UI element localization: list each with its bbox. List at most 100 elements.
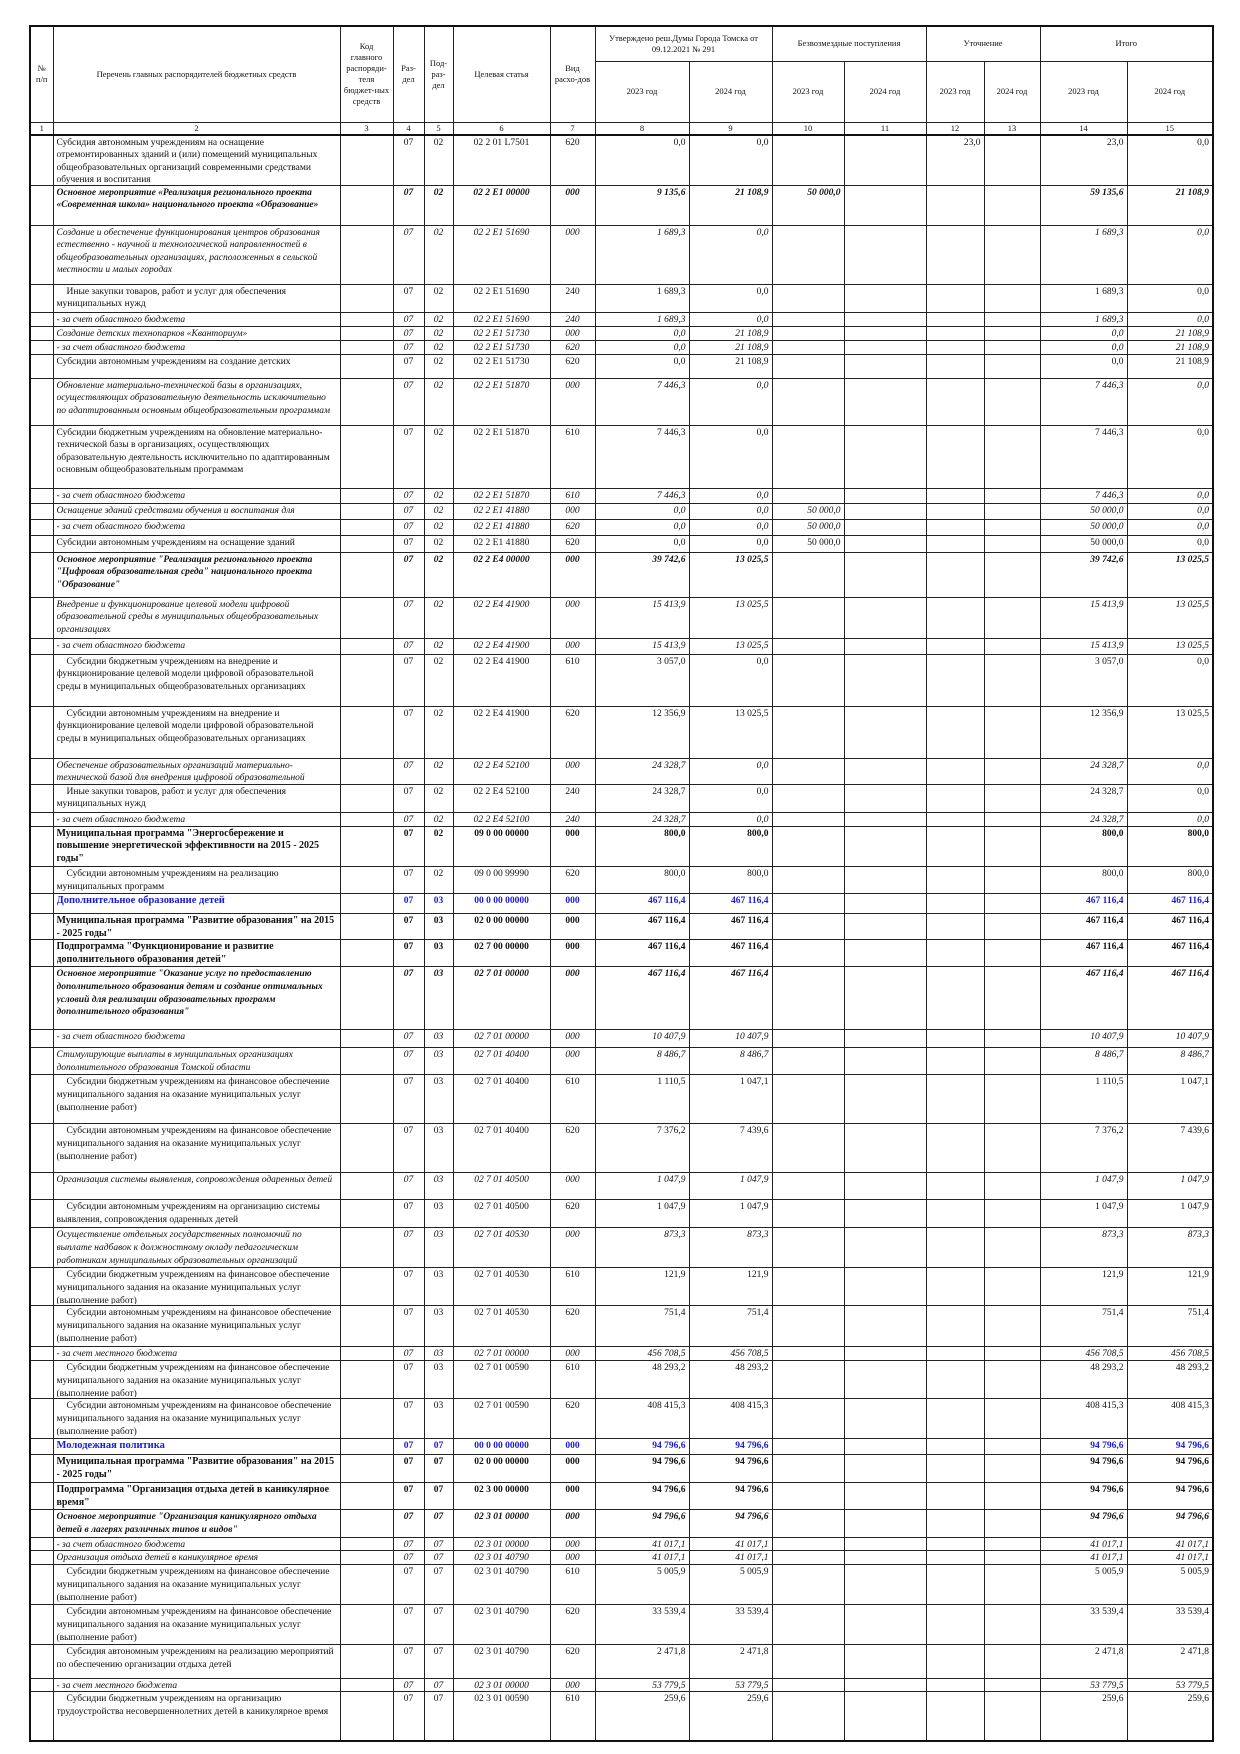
cell-grants-2023: [771, 1564, 845, 1606]
cell-grants-2024: [843, 224, 927, 285]
cell-approved-2023: 15 413,9: [594, 596, 690, 639]
table-row: Субсидии бюджетным учреждениям на органи…: [29, 1691, 1214, 1742]
cell-adjust-2024: [983, 1267, 1041, 1307]
cell-section: 07: [392, 519, 425, 536]
cell-section: 07: [392, 325, 425, 341]
cell-exptype-text: 000: [565, 1230, 580, 1241]
cell-total-2024-text: 1 047,9: [1180, 1175, 1210, 1186]
cell-exptype-text: 610: [565, 1694, 580, 1705]
cell-exptype: 240: [549, 811, 596, 827]
cell-approved-2024-text: 10 407,9: [735, 1032, 769, 1043]
cell-subsection-text: 07: [433, 1540, 444, 1550]
cell-total-2024-text: 467 116,4: [1171, 942, 1210, 953]
table-row: Создание детских технопарков «Кванториум…: [29, 325, 1214, 341]
cell-section-text: 07: [403, 814, 414, 825]
cell-target: 02 2 E1 51730: [452, 325, 551, 341]
cell-approved-2023-text: 456 708,5: [647, 1349, 686, 1360]
cell-total-2023: 53 779,5: [1039, 1678, 1128, 1693]
cell-subsection-text: 02: [433, 814, 444, 825]
cell-num: [29, 1564, 54, 1606]
cell-grants-2023-text: 50 000,0: [807, 506, 841, 517]
cell-total-2024-text: 21 108,9: [1175, 187, 1210, 198]
cell-total-2023: 39 742,6: [1039, 551, 1128, 598]
cell-total-2023-text: 873,3: [1102, 1230, 1124, 1241]
cell-exptype: 610: [549, 487, 596, 505]
cell-total-2024: 8 486,7: [1126, 1047, 1214, 1076]
cell-subsection: 02: [423, 866, 454, 895]
cell-grants-2024: [843, 325, 927, 341]
cell-approved-2023: 53 779,5: [594, 1678, 690, 1693]
cell-name-text: Субсидии бюджетным учреждениям на финанс…: [56, 1270, 330, 1305]
cell-adjust-2024: [983, 1537, 1041, 1552]
cell-section-text: 07: [403, 942, 414, 953]
cell-section: 07: [392, 311, 425, 327]
cell-total-2024-text: 800,0: [1187, 869, 1210, 880]
cell-adjust-2024: [983, 653, 1041, 707]
cell-grants-2023: [771, 1550, 845, 1566]
cell-adjust-2023: [925, 353, 985, 379]
cell-total-2024-text: 41 017,1: [1175, 1553, 1210, 1564]
cell-name: Дополнительное образование детей: [52, 893, 341, 915]
cell-num: [29, 184, 54, 226]
cell-target: 02 2 E4 41900: [452, 653, 551, 707]
cell-subsection-text: 02: [433, 342, 444, 353]
cell-section: 07: [392, 184, 425, 226]
cell-adjust-2024: [983, 1047, 1041, 1076]
table-row: Субсидии автономным учреждениям на внедр…: [29, 705, 1214, 759]
cell-grants-2023: [771, 1537, 845, 1552]
cell-section: 07: [392, 653, 425, 707]
cell-code: [339, 939, 394, 968]
cell-subsection-text: 02: [433, 869, 444, 880]
cell-target-text: 02 7 01 00590: [474, 1401, 529, 1412]
cell-subsection-text: 07: [433, 1694, 444, 1705]
cell-name: Муниципальная программа "Развитие образо…: [52, 1454, 341, 1484]
cell-exptype: 000: [549, 637, 596, 655]
cell-target-text: 02 2 E4 41900: [473, 708, 530, 719]
cell-total-2023-text: 1 689,3: [1095, 286, 1124, 297]
cell-total-2024-text: 0,0: [1197, 786, 1210, 797]
cell-grants-2023: [771, 1360, 845, 1400]
cell-total-2024-text: 13 025,5: [1175, 554, 1210, 565]
cell-approved-2024-text: 1 047,9: [740, 1202, 769, 1213]
cell-subsection-text: 03: [433, 1401, 444, 1412]
header-year-2024: 2024 год: [843, 60, 927, 123]
cell-approved-2023-text: 873,3: [664, 1230, 686, 1241]
cell-subsection-text: 07: [433, 1681, 444, 1691]
cell-subsection: 02: [423, 757, 454, 785]
cell-num: [29, 1678, 54, 1693]
cell-subsection-text: 07: [433, 1553, 444, 1564]
cell-target-text: 02 2 E1 51870: [473, 427, 530, 438]
cell-total-2024: 0,0: [1126, 757, 1214, 785]
cell-name-text: Субсидии автономным учреждениям на орган…: [56, 1202, 320, 1226]
table-row: - за счет областного бюджета 07 02 02 2 E1 …: [29, 339, 1214, 355]
cell-num: [29, 1305, 54, 1348]
header-year-2023: 2023 год: [1039, 60, 1128, 123]
cell-total-2023: 33 539,4: [1039, 1604, 1128, 1646]
cell-approved-2023-text: 467 116,4: [648, 896, 686, 907]
cell-exptype-text: 000: [565, 187, 580, 198]
cell-exptype-text: 610: [565, 1567, 580, 1578]
cell-subsection: 02: [423, 325, 454, 341]
cell-grants-2024: [843, 637, 927, 655]
cell-subsection-text: 03: [433, 1202, 444, 1213]
cell-approved-2023: 24 328,7: [594, 783, 690, 813]
table-row: Субсидии автономным учреждениям на созда…: [29, 353, 1214, 379]
header-adjust: Уточнение: [925, 25, 1041, 62]
cell-subsection-text: 02: [433, 760, 444, 771]
cell-total-2024-text: 94 796,6: [1175, 1512, 1210, 1523]
cell-name-text: - за счет областного бюджета: [56, 1032, 186, 1043]
cell-approved-2023: 10 407,9: [594, 1029, 690, 1049]
cell-adjust-2024: [983, 339, 1041, 355]
cell-section-text: 07: [403, 786, 414, 797]
cell-exptype-text: 000: [565, 554, 580, 565]
cell-total-2024-text: 5 005,9: [1180, 1567, 1210, 1578]
table-row: Субсидии бюджетным учреждениям на финанс…: [29, 1564, 1214, 1606]
cell-grants-2023: [771, 1678, 845, 1693]
cell-section: 07: [392, 1550, 425, 1566]
cell-adjust-2023: [925, 1029, 985, 1049]
cell-name: - за счет местного бюджета: [52, 1346, 341, 1362]
table-row: - за счет областного бюджета 07 02 02 2 E1 …: [29, 519, 1214, 536]
cell-target: 02 3 01 40790: [452, 1564, 551, 1606]
cell-target-text: 02 2 E4 41900: [473, 599, 530, 610]
cell-name: Молодежная политика: [52, 1438, 341, 1456]
